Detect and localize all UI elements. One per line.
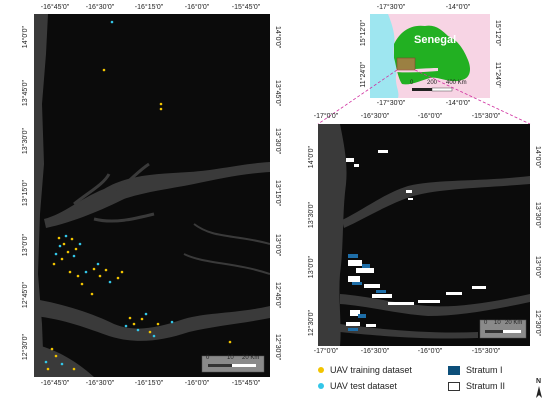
- right-map-saloum: [342, 176, 530, 228]
- stratum-1-swatch-icon: [448, 365, 460, 375]
- right-map-sea: [318, 124, 347, 346]
- right-bottom-tick: -16°30'0": [360, 348, 390, 355]
- main-right-tick: 13°0'0": [274, 234, 281, 257]
- right-top-tick: -17°0'0": [313, 113, 339, 120]
- north-arrow: N: [532, 378, 546, 402]
- main-left-tick: 14°0'0": [22, 26, 29, 49]
- main-map-sea: [34, 14, 48, 377]
- right-map-gambia: [340, 294, 530, 316]
- right-scale-bar-2: [503, 330, 521, 333]
- main-scale-bar-1: [208, 364, 232, 367]
- right-scale-label-20: 20 Km: [505, 320, 523, 326]
- legend-item-stratum-2: Stratum II: [448, 381, 505, 391]
- right-right-tick: 12°30'0": [534, 310, 541, 337]
- main-bottom-tick: -16°15'0": [134, 380, 164, 387]
- inset-country-label: Senegal: [414, 34, 457, 46]
- main-right-tick: 13°15'0": [274, 180, 281, 207]
- right-map[interactable]: [318, 124, 530, 346]
- right-left-tick: 12°30'0": [308, 310, 315, 337]
- main-left-tick: 13°30'0": [22, 128, 29, 155]
- right-scale-bg: [479, 319, 527, 339]
- right-right-tick: 14°0'0": [534, 146, 541, 169]
- main-scale-label-10: 10: [227, 355, 234, 361]
- legend-stratum-2-label: Stratum II: [466, 381, 506, 391]
- inset-scale-label-0: 0: [410, 80, 414, 86]
- main-bottom-tick: -16°30'0": [85, 380, 115, 387]
- gambia-river: [34, 299, 270, 341]
- main-bottom-tick: -16°45'0": [40, 380, 70, 387]
- main-left-tick: 13°45'0": [22, 80, 29, 107]
- main-left-tick: 12°30'0": [22, 334, 29, 361]
- main-map-frame: 0 10 20 Km: [34, 14, 270, 377]
- stratum-2-swatch-icon: [448, 381, 460, 391]
- right-bottom-tick: -15°30'0": [471, 348, 501, 355]
- main-top-tick: -16°15'0": [134, 4, 164, 11]
- right-bottom-tick: -17°0'0": [313, 348, 339, 355]
- main-top-tick: -16°30'0": [85, 4, 115, 11]
- main-top-tick: -15°45'0": [231, 4, 261, 11]
- main-top-tick: -16°45'0": [40, 4, 70, 11]
- right-scale-bar-1: [485, 330, 503, 333]
- legend-item-stratum-1: Stratum I: [448, 365, 503, 375]
- right-bottom-tick: -16°0'0": [417, 348, 443, 355]
- inset-bottom-tick: -17°30'0": [376, 100, 406, 107]
- main-right-tick: 14°0'0": [274, 26, 281, 49]
- legend-item-training: UAV training dataset: [318, 365, 412, 375]
- inset-scale-bar-2: [431, 87, 453, 92]
- main-left-tick: 13°0'0": [22, 234, 29, 257]
- main-scale-label-20: 20 Km: [242, 355, 260, 361]
- inset-left-tick: 11°24'0": [360, 62, 367, 88]
- inset-right-tick: 15°12'0": [494, 20, 501, 47]
- main-bottom-tick: -15°45'0": [231, 380, 261, 387]
- test-points: [44, 20, 174, 366]
- inset-scale-label-200: 200: [427, 80, 438, 86]
- saloum-channels: [73, 162, 155, 223]
- legend-item-test: UAV test dataset: [318, 381, 397, 391]
- inset-bottom-tick: -14°0'0": [445, 100, 471, 107]
- training-dot-icon: [318, 367, 324, 373]
- inset-left-tick: 15°12'0": [360, 20, 367, 47]
- main-scale-label-0: 0: [206, 355, 210, 361]
- legend-stratum-1-label: Stratum I: [466, 365, 503, 375]
- stratum-1-areas: [348, 254, 386, 331]
- small-rivers: [183, 223, 270, 275]
- main-right-tick: 13°45'0": [274, 80, 281, 107]
- north-label: N: [536, 378, 542, 385]
- main-right-tick: 12°30'0": [274, 334, 281, 361]
- legend-test-label: UAV test dataset: [330, 381, 397, 391]
- right-left-tick: 13°0'0": [308, 256, 315, 279]
- inset-top-tick: -14°0'0": [445, 4, 471, 11]
- right-top-tick: -16°0'0": [417, 113, 443, 120]
- right-scale-label-0: 0: [484, 320, 488, 326]
- inset-map-frame: Senegal 0 200 400 Km: [370, 14, 490, 98]
- north-arrow-icon: [536, 386, 542, 398]
- right-map-casamance: [340, 324, 478, 339]
- test-dot-icon: [318, 383, 324, 389]
- inset-scale-bar-1: [412, 88, 432, 91]
- main-left-tick: 12°45'0": [22, 282, 29, 309]
- right-right-tick: 13°30'0": [534, 202, 541, 229]
- training-points: [46, 68, 232, 371]
- right-top-tick: -15°30'0": [471, 113, 501, 120]
- right-right-tick: 13°0'0": [534, 256, 541, 279]
- main-scale-bar-2: [232, 364, 256, 367]
- right-top-tick: -16°30'0": [360, 113, 390, 120]
- inset-study-area: [396, 57, 416, 71]
- main-map[interactable]: [34, 14, 270, 377]
- main-left-tick: 13°15'0": [22, 180, 29, 207]
- saloum-estuary: [44, 162, 270, 228]
- inset-scale-label-400: 400 Km: [446, 80, 467, 86]
- main-top-tick: -16°0'0": [184, 4, 210, 11]
- main-right-tick: 12°45'0": [274, 282, 281, 309]
- inset-top-tick: -17°30'0": [376, 4, 406, 11]
- main-right-tick: 13°30'0": [274, 128, 281, 155]
- inset-right-tick: 11°24'0": [494, 62, 501, 88]
- right-left-tick: 13°30'0": [308, 202, 315, 229]
- stratum-2-areas: [346, 150, 486, 327]
- legend-training-label: UAV training dataset: [330, 365, 412, 375]
- right-map-frame: 0 10 20 Km: [318, 124, 530, 346]
- main-bottom-tick: -16°0'0": [184, 380, 210, 387]
- right-scale-label-10: 10: [494, 320, 501, 326]
- right-left-tick: 14°0'0": [308, 146, 315, 169]
